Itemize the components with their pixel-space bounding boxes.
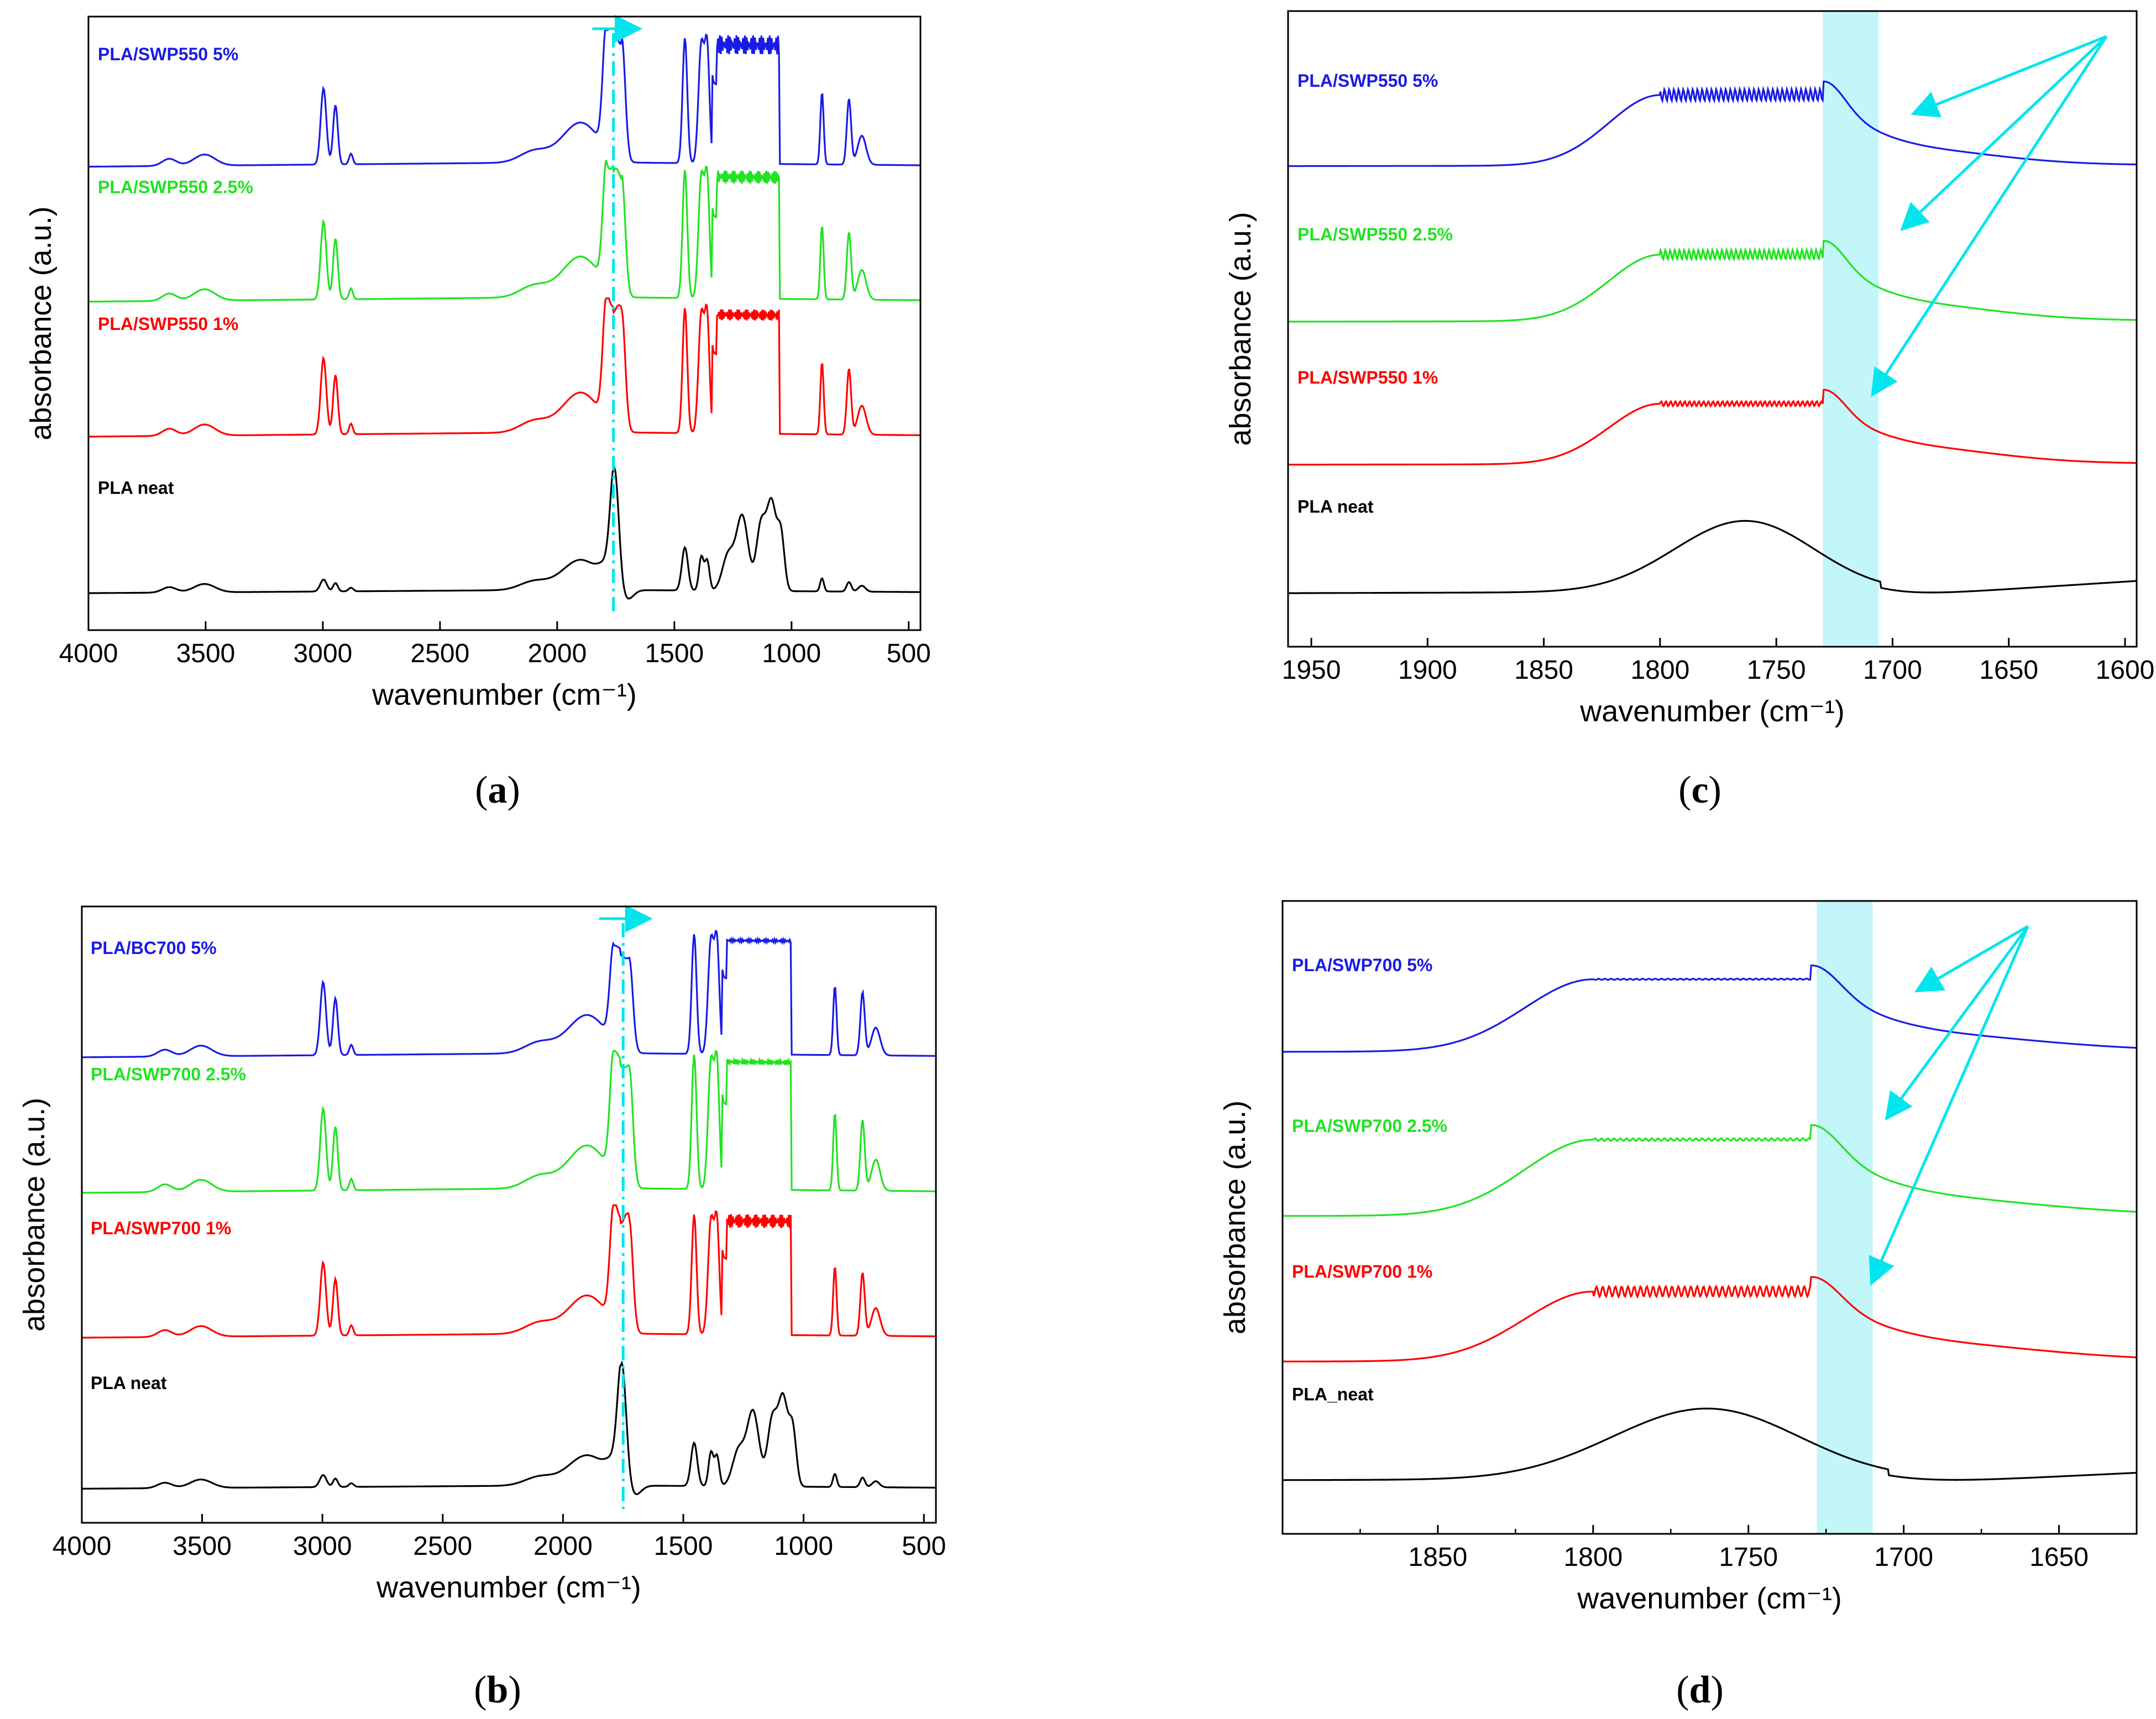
- x-tick-label: 3500: [176, 639, 236, 668]
- y-axis-title: absorbance (a.u.): [18, 1098, 51, 1332]
- x-tick-label: 1000: [762, 639, 821, 668]
- x-tick-label: 2000: [533, 1532, 593, 1561]
- series-label: PLA/SWP550 5%: [98, 44, 238, 64]
- series-label: PLA/SWP700 2.5%: [91, 1064, 246, 1084]
- x-tick-label: 1650: [2029, 1543, 2089, 1572]
- panel-label-b: (b): [474, 1669, 521, 1711]
- series-label: PLA/SWP550 2.5%: [1297, 224, 1453, 244]
- y-axis-title: absorbance (a.u.): [1224, 212, 1257, 446]
- series-label: PLA neat: [91, 1373, 167, 1393]
- chart-panel-b: PLA/BC700 5% PLA/SWP700 2.5% PLA/SWP700 1%…: [18, 905, 946, 1604]
- series-label: PLA/SWP550 1%: [1297, 368, 1438, 387]
- pointer-arrow: [1885, 925, 2029, 1121]
- x-axis-title: wavenumber (cm⁻¹): [376, 1571, 641, 1604]
- series-label: PLA/SWP550 5%: [1297, 71, 1438, 91]
- panel-label-d: (d): [1676, 1669, 1724, 1711]
- x-tick-label: 1500: [654, 1532, 713, 1561]
- plot-frame: [1281, 900, 2138, 1535]
- series-line: [1283, 965, 2137, 1053]
- pointer-arrow: [1914, 925, 2029, 993]
- series-line: [1283, 1407, 2137, 1481]
- x-tick-label: 1950: [1282, 656, 1341, 685]
- shaded-band: [1823, 11, 1879, 647]
- x-axis-title: wavenumber (cm⁻¹): [1577, 1582, 1842, 1615]
- x-axis-title: wavenumber (cm⁻¹): [371, 678, 637, 711]
- series-line: [1283, 1124, 2137, 1217]
- x-tick-label: 1700: [1863, 656, 1922, 685]
- x-tick-label: 1750: [1747, 656, 1806, 685]
- shaded-band: [1817, 901, 1873, 1534]
- x-tick-label: 1850: [1514, 656, 1573, 685]
- x-tick-label: 2500: [411, 639, 470, 668]
- series-label: PLA/SWP550 1%: [98, 314, 238, 334]
- series-label: PLA_neat: [1292, 1384, 1374, 1404]
- x-tick-label: 500: [887, 639, 931, 668]
- series-line: [82, 1360, 936, 1495]
- x-tick-label: 2500: [413, 1532, 472, 1561]
- x-tick-label: 3500: [172, 1532, 232, 1561]
- series-line: [88, 465, 920, 600]
- series-line: [82, 1204, 936, 1339]
- y-axis-title: absorbance (a.u.): [1218, 1100, 1252, 1334]
- pointer-arrow: [1871, 35, 2108, 397]
- x-tick-label: 1700: [1874, 1543, 1933, 1572]
- x-tick-label: 1800: [1630, 656, 1689, 685]
- series-label: PLA/SWP700 1%: [91, 1218, 231, 1238]
- x-tick-label: 3000: [294, 639, 353, 668]
- series-label: PLA/SWP700 1%: [1292, 1261, 1432, 1281]
- series-line: [82, 929, 936, 1058]
- pointer-arrow: [1869, 925, 2029, 1286]
- plot-frame: [1287, 10, 2138, 648]
- x-tick-label: 4000: [53, 1532, 112, 1561]
- x-tick-label: 500: [902, 1532, 946, 1561]
- series-label: PLA neat: [1297, 496, 1374, 516]
- series-label: PLA/SWP700 2.5%: [1292, 1116, 1447, 1136]
- series-label: PLA/SWP700 5%: [1292, 955, 1432, 975]
- panel-label-a: (a): [475, 769, 520, 811]
- chart-panel-d: PLA/SWP700 5% PLA/SWP700 2.5% PLA/SWP700 1…: [1218, 900, 2138, 1615]
- series-label: PLA/BC700 5%: [91, 938, 217, 958]
- series-line: [1288, 389, 2137, 466]
- x-tick-label: 1650: [1979, 656, 2038, 685]
- series-label: PLA neat: [98, 478, 174, 498]
- x-tick-label: 3000: [293, 1532, 352, 1561]
- chart-panel-a: PLA/SWP550 5% PLA/SWP550 2.5% PLA/SWP550 1…: [24, 15, 931, 711]
- x-tick-label: 2000: [527, 639, 587, 668]
- x-tick-label: 1750: [1719, 1543, 1778, 1572]
- series-line: [1288, 80, 2137, 167]
- chart-panel-c: PLA/SWP550 5% PLA/SWP550 2.5% PLA/SWP550 1…: [1224, 10, 2155, 728]
- plot-frame: [81, 905, 937, 1524]
- x-tick-label: 4000: [59, 639, 118, 668]
- series-line: [88, 27, 920, 168]
- x-tick-label: 1850: [1409, 1543, 1468, 1572]
- x-tick-label: 1600: [2096, 656, 2155, 685]
- series-line: [1288, 520, 2137, 594]
- series-line: [88, 297, 920, 438]
- plot-frame: [87, 15, 922, 631]
- series-line: [88, 160, 920, 303]
- series-line: [1283, 1276, 2137, 1362]
- y-axis-title: absorbance (a.u.): [24, 206, 57, 440]
- x-tick-label: 1800: [1563, 1543, 1623, 1572]
- series-line: [1288, 240, 2137, 323]
- series-line: [82, 1049, 936, 1194]
- x-tick-label: 1900: [1398, 656, 1457, 685]
- panel-label-c: (c): [1678, 769, 1721, 811]
- x-axis-title: wavenumber (cm⁻¹): [1579, 695, 1845, 728]
- pointer-arrow: [1911, 35, 2107, 118]
- x-tick-label: 1000: [774, 1532, 833, 1561]
- x-tick-label: 1500: [645, 639, 704, 668]
- series-label: PLA/SWP550 2.5%: [98, 177, 253, 197]
- pointer-arrow: [1900, 35, 2108, 231]
